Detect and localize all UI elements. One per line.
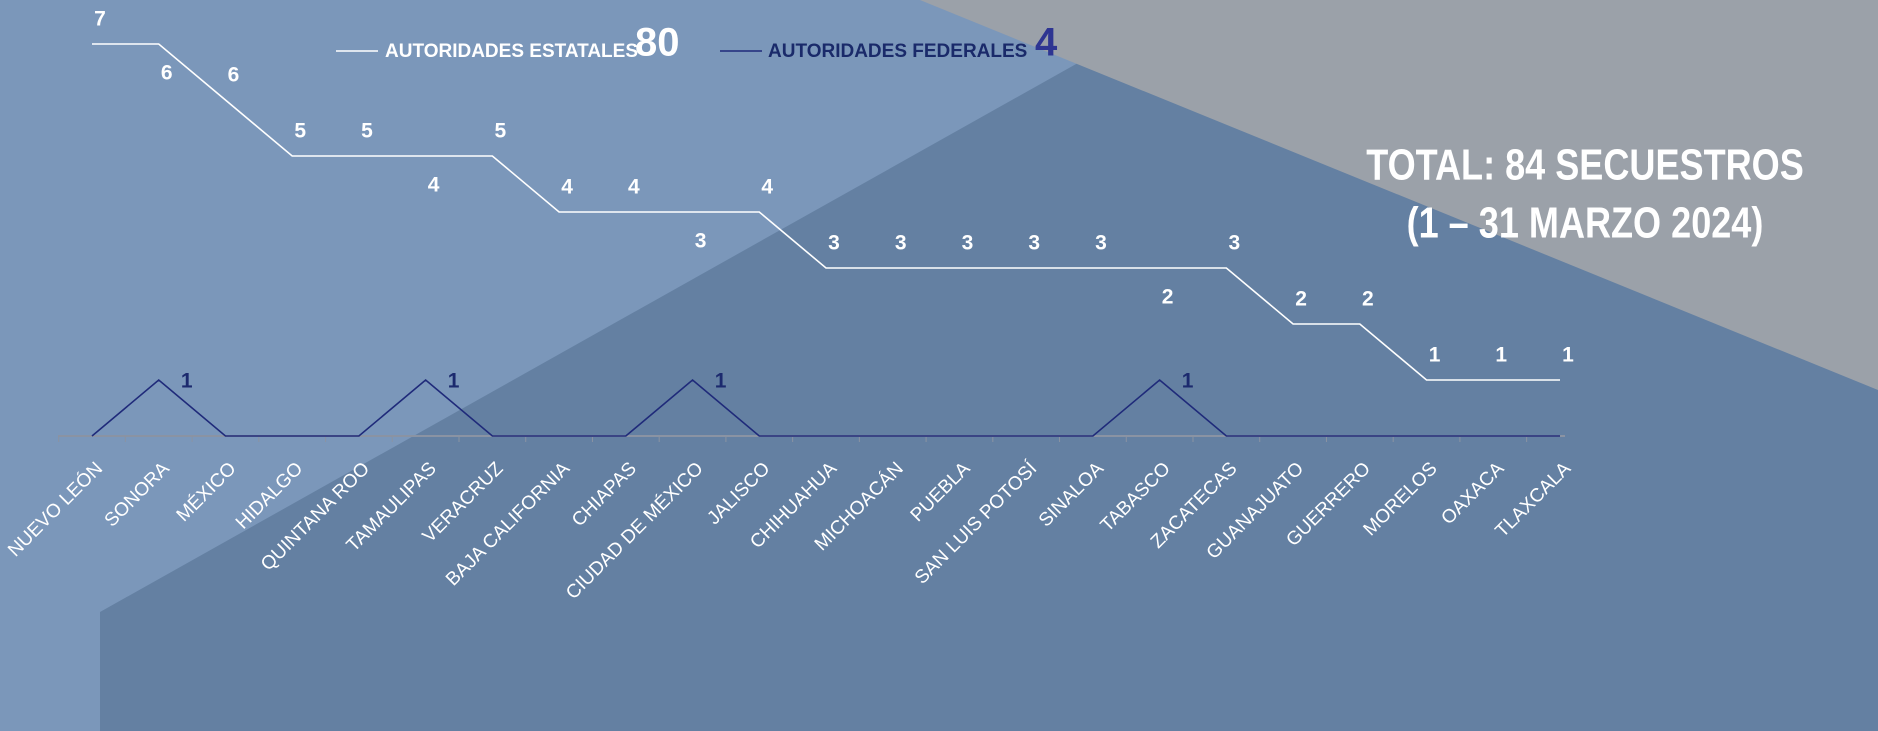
data-label: 1 xyxy=(1495,344,1507,367)
legend-total: 80 xyxy=(635,21,680,65)
legend-total: 4 xyxy=(1035,21,1058,65)
data-label: 6 xyxy=(161,62,173,85)
data-label: 4 xyxy=(428,174,440,197)
data-label: 5 xyxy=(495,120,507,143)
data-label: 3 xyxy=(828,232,840,255)
data-label: 4 xyxy=(761,176,773,199)
legend-label: AUTORIDADES FEDERALES xyxy=(768,41,1027,62)
data-label: 1 xyxy=(181,370,193,393)
data-label: 4 xyxy=(628,176,640,199)
data-label: 1 xyxy=(1182,370,1194,393)
line-series xyxy=(92,43,1560,381)
chart-title: TOTAL: 84 SECUESTROS xyxy=(1366,140,1804,189)
data-label: 1 xyxy=(715,370,727,393)
chart-subtitle: (1 – 31 MARZO 2024) xyxy=(1407,198,1764,247)
data-label: 1 xyxy=(448,370,460,393)
data-label: 5 xyxy=(294,120,306,143)
data-label: 3 xyxy=(962,232,974,255)
legend-label: AUTORIDADES ESTATALES xyxy=(385,41,638,62)
data-label: 4 xyxy=(561,176,573,199)
data-label: 3 xyxy=(1028,232,1040,255)
data-label: 6 xyxy=(228,64,240,87)
line-series xyxy=(91,378,1560,437)
data-label: 5 xyxy=(361,120,373,143)
background-shape xyxy=(920,0,1878,390)
data-label: 1 xyxy=(1429,344,1441,367)
data-label: 2 xyxy=(1162,286,1174,309)
data-label: 2 xyxy=(1362,288,1374,311)
data-label: 3 xyxy=(1095,232,1107,255)
data-label: 3 xyxy=(695,230,707,253)
data-label: 7 xyxy=(94,8,106,31)
data-label: 3 xyxy=(895,232,907,255)
data-label: 3 xyxy=(1229,232,1241,255)
data-label: 2 xyxy=(1295,288,1307,311)
data-label: 1 xyxy=(1562,344,1574,367)
